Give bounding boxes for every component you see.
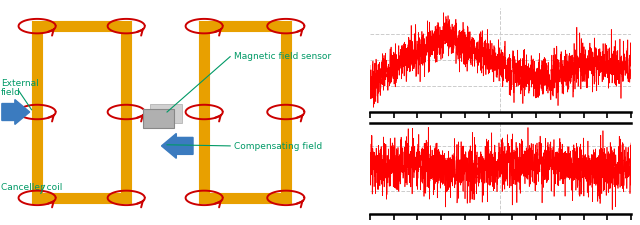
Text: Magnetic field sensor: Magnetic field sensor <box>234 52 331 61</box>
Bar <box>37 27 126 198</box>
Text: field: field <box>1 88 20 97</box>
Text: Compensating field: Compensating field <box>234 142 322 151</box>
Bar <box>150 105 182 124</box>
Text: Canceller coil: Canceller coil <box>1 182 62 191</box>
FancyArrow shape <box>161 134 193 159</box>
FancyArrow shape <box>2 100 29 125</box>
Bar <box>204 27 286 198</box>
Text: External: External <box>1 79 38 88</box>
Bar <box>143 109 175 128</box>
